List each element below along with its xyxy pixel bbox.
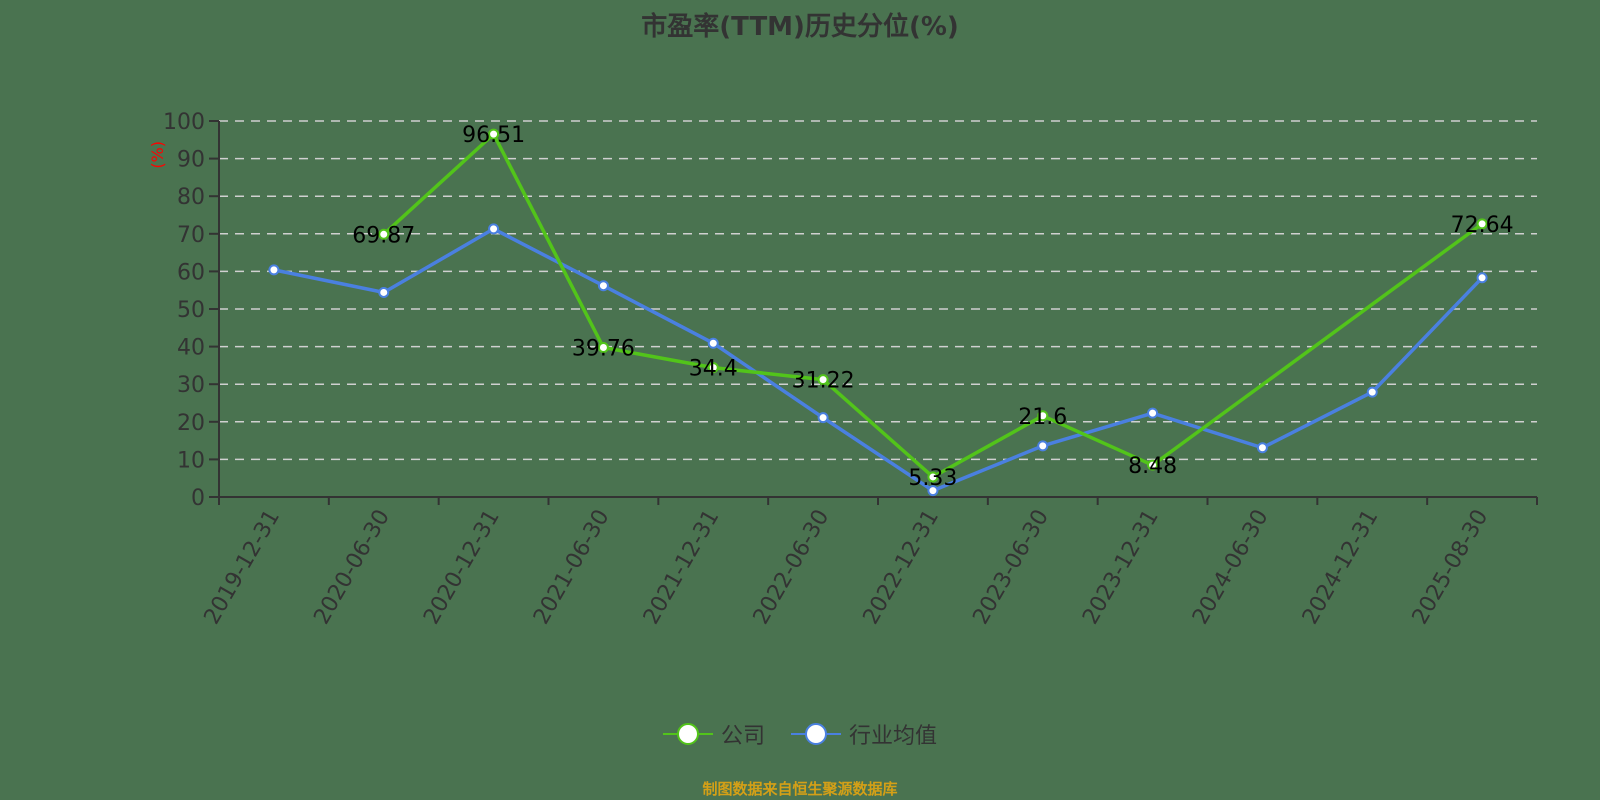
x-tick-label: 2021-06-30 <box>529 506 615 629</box>
data-label: 8.48 <box>1128 454 1177 479</box>
y-tick-label: 100 <box>163 110 205 135</box>
data-point[interactable] <box>707 362 719 374</box>
y-axis-label: (%) <box>148 141 167 169</box>
x-tick-label: 2021-12-31 <box>639 506 725 629</box>
data-point[interactable] <box>1147 459 1159 471</box>
y-tick-label: 50 <box>177 298 205 323</box>
y-tick-label: 40 <box>177 336 205 361</box>
data-point[interactable] <box>1147 407 1159 419</box>
data-label: 34.4 <box>689 357 738 382</box>
x-tick-label: 2023-12-31 <box>1078 506 1164 629</box>
data-point[interactable] <box>1037 410 1049 422</box>
data-label: 5.33 <box>908 466 957 491</box>
data-labels: 69.87 96.51 39.76 34.4 31.22 5.33 21.6 8.48 72.6… <box>352 123 1513 491</box>
data-point[interactable] <box>1366 386 1378 398</box>
data-point[interactable] <box>597 280 609 292</box>
y-tick-label: 20 <box>177 411 205 436</box>
chart-title: 市盈率(TTM)历史分位(%) <box>641 12 959 42</box>
x-tick-label: 2020-12-31 <box>419 506 505 629</box>
data-point[interactable] <box>488 223 500 235</box>
data-point[interactable] <box>817 412 829 424</box>
y-axis: 0 10 20 30 40 50 60 70 80 90 100 (%) <box>148 110 220 511</box>
y-tick-label: 10 <box>177 448 205 473</box>
y-tick-label: 80 <box>177 185 205 210</box>
data-point[interactable] <box>597 342 609 354</box>
data-point[interactable] <box>1476 218 1488 230</box>
data-label: 96.51 <box>462 123 525 148</box>
data-point[interactable] <box>378 286 390 298</box>
grid-lines <box>219 120 1537 461</box>
data-label: 21.6 <box>1018 405 1067 430</box>
data-point[interactable] <box>1037 440 1049 452</box>
data-point[interactable] <box>1256 442 1268 454</box>
x-tick-label: 2022-12-31 <box>859 506 945 629</box>
y-tick-label: 30 <box>177 373 205 398</box>
x-tick-label: 2020-06-30 <box>309 506 395 629</box>
legend-label: 行业均值 <box>849 724 938 749</box>
legend-industry-marker-icon <box>791 722 841 746</box>
y-tick-label: 70 <box>177 223 205 248</box>
data-label: 39.76 <box>572 337 635 362</box>
x-tick-label: 2022-06-30 <box>749 506 835 629</box>
data-point[interactable] <box>378 228 390 240</box>
data-point[interactable] <box>1476 272 1488 284</box>
x-tick-label: 2023-06-30 <box>968 506 1054 629</box>
x-tick-label: 2019-12-31 <box>200 506 286 629</box>
data-source-footer: 制图数据来自恒生聚源数据库 <box>702 780 898 798</box>
data-point[interactable] <box>927 471 939 483</box>
x-tick-label: 2024-12-31 <box>1298 506 1384 629</box>
series-company <box>378 128 1488 483</box>
x-tick-label: 2024-06-30 <box>1188 506 1274 629</box>
x-axis: 2019-12-31 2020-06-30 2020-12-31 2021-06-30… <box>200 496 1538 629</box>
data-label: 31.22 <box>792 369 855 394</box>
y-tick-label: 60 <box>177 260 205 285</box>
data-point[interactable] <box>707 337 719 349</box>
y-tick-label: 0 <box>191 486 205 511</box>
legend-item-company[interactable]: 公司 <box>662 718 765 750</box>
legend-label: 公司 <box>720 724 765 749</box>
data-label: 72.64 <box>1451 213 1514 238</box>
legend: 公司 行业均值 <box>0 718 1600 750</box>
y-tick-label: 90 <box>177 148 205 173</box>
x-tick-label: 2025-08-30 <box>1408 506 1494 629</box>
data-label: 69.87 <box>352 223 415 248</box>
data-point[interactable] <box>927 485 939 497</box>
data-point[interactable] <box>488 128 500 140</box>
series-industry-average <box>268 223 1488 497</box>
legend-item-industry-average[interactable]: 行业均值 <box>791 718 937 750</box>
data-point[interactable] <box>817 374 829 386</box>
legend-company-marker-icon <box>662 722 713 746</box>
data-point[interactable] <box>268 264 280 276</box>
